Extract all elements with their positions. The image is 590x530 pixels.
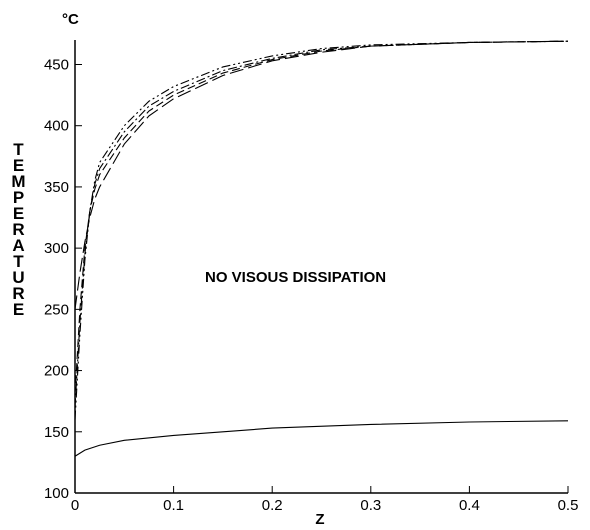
- line: [74, 40, 569, 310]
- x-axis-label: Z: [315, 511, 324, 528]
- y-tick-label: 150: [44, 424, 69, 441]
- line: [74, 40, 569, 408]
- line: [74, 40, 569, 396]
- y-tick-label: 100: [44, 485, 69, 502]
- y-tick-label: 450: [44, 56, 69, 73]
- line: [74, 40, 569, 420]
- x-tick-label: 0: [71, 497, 79, 514]
- y-tick-label: 250: [44, 301, 69, 318]
- line: [74, 420, 569, 457]
- annotation: NO VISOUS DISSIPATION: [205, 269, 386, 286]
- x-tick-label: 0.1: [163, 497, 184, 514]
- x-tick-label: 0.3: [360, 497, 381, 514]
- x-tick-label: 0.5: [558, 497, 579, 514]
- y-axis-label: TEMPERATURE: [9, 140, 28, 316]
- y-tick-label: 200: [44, 363, 69, 380]
- unit-label: °C: [62, 11, 79, 28]
- y-tick-label: 300: [44, 240, 69, 257]
- y-tick-label: 400: [44, 118, 69, 135]
- x-tick-label: 0.2: [262, 497, 283, 514]
- x-tick-label: 0.4: [459, 497, 480, 514]
- y-tick-label: 350: [44, 179, 69, 196]
